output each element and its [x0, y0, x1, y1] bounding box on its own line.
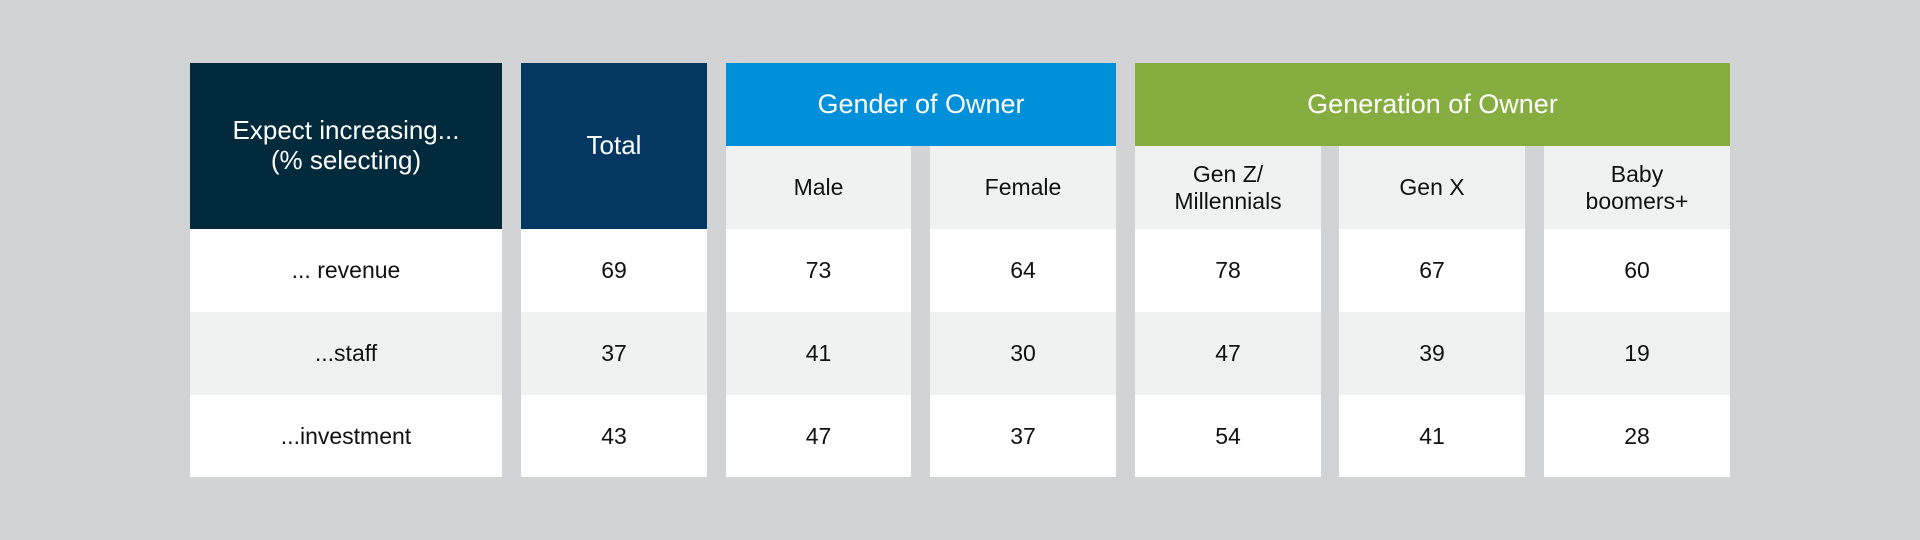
table-cell: 67	[1339, 229, 1525, 312]
table-cell: 19	[1544, 312, 1730, 395]
column-header-baby-boomers: Baby boomers+	[1544, 146, 1730, 229]
row-label-investment: ...investment	[190, 395, 502, 477]
total-column: Total 69 37 43	[521, 63, 707, 477]
table-cell: 41	[726, 312, 911, 395]
male-column: Male 73 41 47	[726, 63, 911, 477]
table-cell: 37	[521, 312, 707, 395]
row-label-revenue: ... revenue	[190, 229, 502, 312]
total-header: Total	[521, 63, 707, 229]
genz-millennials-column: Gen Z/ Millennials 78 47 54	[1135, 63, 1321, 477]
row-header: Expect increasing... (% selecting)	[190, 63, 502, 229]
table-cell: 73	[726, 229, 911, 312]
genx-column: Gen X 67 39 41	[1339, 63, 1525, 477]
table-cell: 78	[1135, 229, 1321, 312]
table-cell: 54	[1135, 395, 1321, 477]
table-cell: 47	[1135, 312, 1321, 395]
table-cell: 39	[1339, 312, 1525, 395]
table-cell: 41	[1339, 395, 1525, 477]
table-cell: 64	[930, 229, 1116, 312]
table-cell: 30	[930, 312, 1116, 395]
baby-boomers-column: Baby boomers+ 60 19 28	[1544, 63, 1730, 477]
table-cell: 43	[521, 395, 707, 477]
column-header-female: Female	[930, 146, 1116, 229]
row-label-staff: ...staff	[190, 312, 502, 395]
column-header-genz-millennials: Gen Z/ Millennials	[1135, 146, 1321, 229]
female-column: Female 64 30 37	[930, 63, 1116, 477]
table-cell: 60	[1544, 229, 1730, 312]
table-cell: 37	[930, 395, 1116, 477]
table-cell: 47	[726, 395, 911, 477]
table-cell: 28	[1544, 395, 1730, 477]
column-header-genx: Gen X	[1339, 146, 1525, 229]
table-cell: 69	[521, 229, 707, 312]
column-header-male: Male	[726, 146, 911, 229]
generation-group-header: Generation of Owner	[1135, 63, 1730, 146]
gender-group-header: Gender of Owner	[726, 63, 1116, 146]
label-column: Expect increasing... (% selecting) ... r…	[190, 63, 502, 477]
